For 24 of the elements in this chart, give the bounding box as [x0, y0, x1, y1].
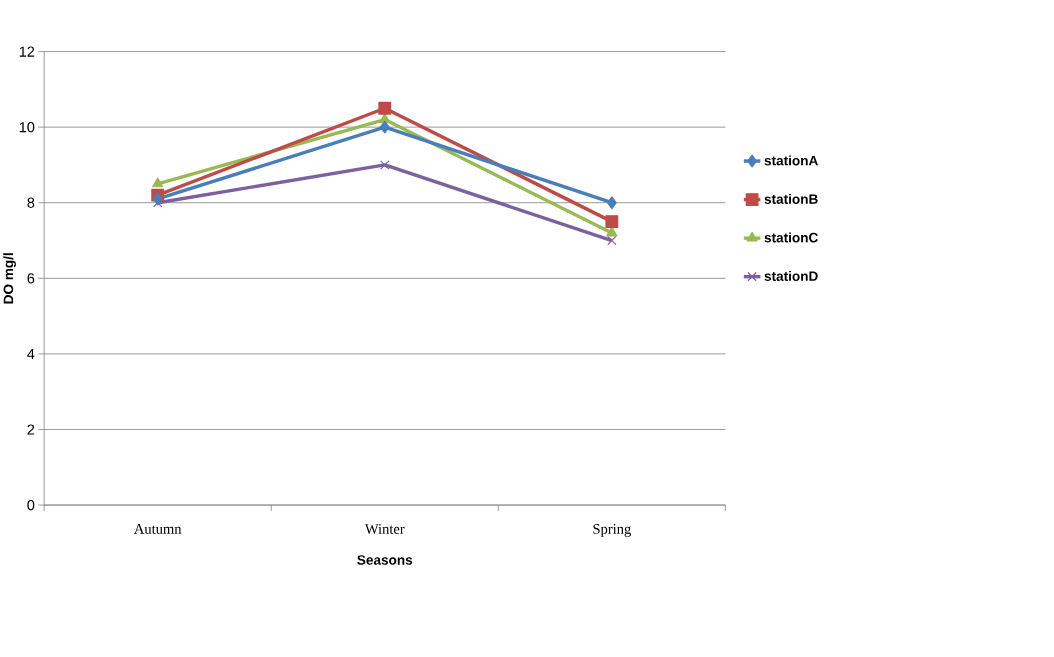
point — [380, 160, 390, 170]
y-tick-label: 6 — [27, 273, 35, 284]
y-axis-title: DO mg/l — [3, 253, 16, 304]
point — [606, 196, 617, 210]
y-tick-label: 10 — [19, 122, 35, 133]
x-tick-label: Autumn — [134, 524, 182, 534]
y-tick-label: 4 — [27, 348, 35, 359]
legend-label: stationD — [764, 271, 818, 281]
point — [152, 177, 164, 188]
y-tick-label: 12 — [19, 46, 35, 57]
point — [605, 215, 619, 229]
y-tick-label: 0 — [27, 499, 35, 511]
y-tick-label: 2 — [27, 424, 35, 435]
point — [378, 101, 392, 115]
x-tick-label: Winter — [364, 524, 405, 534]
legend-label: stationB — [764, 193, 818, 204]
legend-label: stationC — [764, 232, 818, 243]
y-tick-label: 8 — [27, 197, 35, 208]
x-tick-label: Spring — [593, 524, 631, 537]
point — [379, 120, 390, 134]
point — [607, 235, 617, 246]
point — [152, 192, 163, 206]
legend-label: stationA — [764, 155, 818, 166]
x-axis-title: Seasons — [357, 555, 413, 565]
